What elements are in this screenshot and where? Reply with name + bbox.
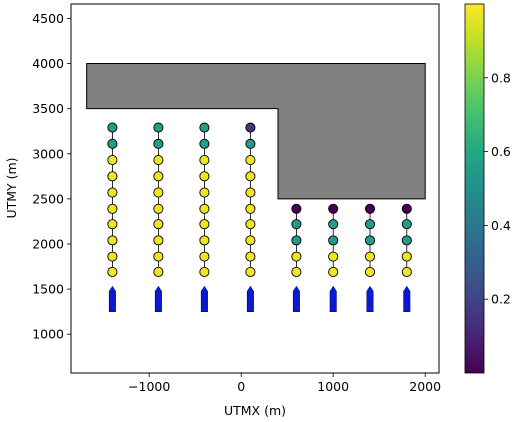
sensor-point: [107, 266, 118, 278]
x-tick-label: 2000: [409, 379, 441, 394]
sensor-point: [364, 251, 376, 262]
y-tick-label: 2000: [32, 236, 64, 251]
sensor-point: [153, 251, 164, 262]
sensor-point: [401, 235, 412, 246]
sensor-point: [401, 219, 412, 230]
sensor-point: [245, 171, 256, 182]
boat-marker: [154, 285, 162, 312]
x-tick-label: 0: [237, 379, 245, 394]
boat-marker: [200, 285, 208, 312]
sensor-point: [245, 155, 256, 166]
sensor-point: [401, 203, 412, 214]
y-tick-label: 3500: [32, 101, 64, 116]
sensor-point: [107, 155, 118, 166]
x-axis: −1000 0 1000 2000: [128, 373, 441, 394]
boat-marker: [292, 285, 300, 312]
sensor-point: [199, 138, 210, 149]
sensor-point: [291, 219, 302, 230]
sensor-point: [364, 266, 376, 278]
sensor-point: [153, 155, 164, 166]
y-tick-label: 3000: [32, 146, 64, 161]
sensor-point: [153, 187, 164, 198]
sensor-point: [245, 203, 256, 214]
sensor-point: [328, 235, 339, 246]
sensor-point: [364, 219, 376, 230]
sensor-point: [199, 219, 210, 230]
sensor-point: [153, 171, 164, 182]
sensor-point: [107, 138, 118, 149]
y-axis-label: UTMY (m): [4, 157, 19, 218]
sensor-point: [364, 235, 376, 246]
sensor-point: [153, 235, 164, 246]
x-tick-label: −1000: [128, 379, 170, 394]
sensor-point: [153, 266, 164, 278]
sensor-point: [107, 171, 118, 182]
sensor-point: [199, 266, 210, 278]
sensor-point: [364, 203, 376, 214]
sensor-point: [199, 251, 210, 262]
boat-marker: [366, 285, 374, 312]
sensor-point: [199, 187, 210, 198]
y-tick-label: 1500: [32, 282, 64, 297]
y-tick-label: 1000: [32, 327, 64, 342]
sensor-point: [153, 138, 164, 149]
colorbar-axis: 0.2 0.4 0.6 0.8: [484, 70, 511, 307]
sensor-point: [401, 251, 412, 262]
boat-marker: [246, 285, 254, 312]
sensor-point: [245, 266, 256, 278]
sensor-point: [107, 251, 118, 262]
colorbar-tick-label: 0.2: [491, 292, 511, 307]
colorbar: [464, 3, 485, 374]
sensor-point: [199, 122, 210, 133]
sensor-point: [199, 155, 210, 166]
sensor-point: [291, 266, 302, 278]
y-tick-label: 4500: [32, 11, 64, 26]
sensor-point: [245, 235, 256, 246]
colorbar-tick-label: 0.6: [491, 144, 511, 159]
sensor-point: [245, 251, 256, 262]
sensor-point: [153, 203, 164, 214]
sensor-point: [107, 219, 118, 230]
sensor-point: [291, 235, 302, 246]
boat-marker: [403, 285, 411, 312]
sensor-point: [107, 203, 118, 214]
sensor-point: [245, 219, 256, 230]
sensor-point: [291, 203, 302, 214]
plot-frame: [70, 3, 440, 374]
sensor-point: [199, 203, 210, 214]
sensor-point: [328, 266, 339, 278]
plot-area: [86, 63, 426, 312]
sensor-point: [245, 187, 256, 198]
sensor-point: [328, 251, 339, 262]
colorbar-tick-label: 0.4: [491, 218, 511, 233]
y-tick-label: 4000: [32, 56, 64, 71]
x-tick-label: 1000: [317, 379, 349, 394]
obstacle-polygon: [86, 63, 426, 200]
sensor-point: [328, 219, 339, 230]
sensor-point: [107, 122, 118, 133]
colorbar-tick-label: 0.8: [491, 70, 511, 85]
sensor-point: [199, 171, 210, 182]
sensor-point: [328, 203, 339, 214]
sensor-point: [199, 235, 210, 246]
sensor-point: [153, 122, 164, 133]
sensor-point: [401, 266, 412, 278]
sensor-point: [107, 187, 118, 198]
sensor-point: [245, 138, 256, 149]
sensor-point: [291, 251, 302, 262]
y-tick-label: 2500: [32, 191, 64, 206]
boat-marker: [329, 285, 337, 312]
boat-marker: [108, 285, 116, 312]
y-axis: 1000 1500 2000 2500 3000 3500 4000 4500: [32, 11, 71, 342]
sensor-point: [245, 122, 256, 133]
sensor-point: [153, 219, 164, 230]
sensor-point: [107, 235, 118, 246]
x-axis-label: UTMX (m): [224, 403, 286, 418]
